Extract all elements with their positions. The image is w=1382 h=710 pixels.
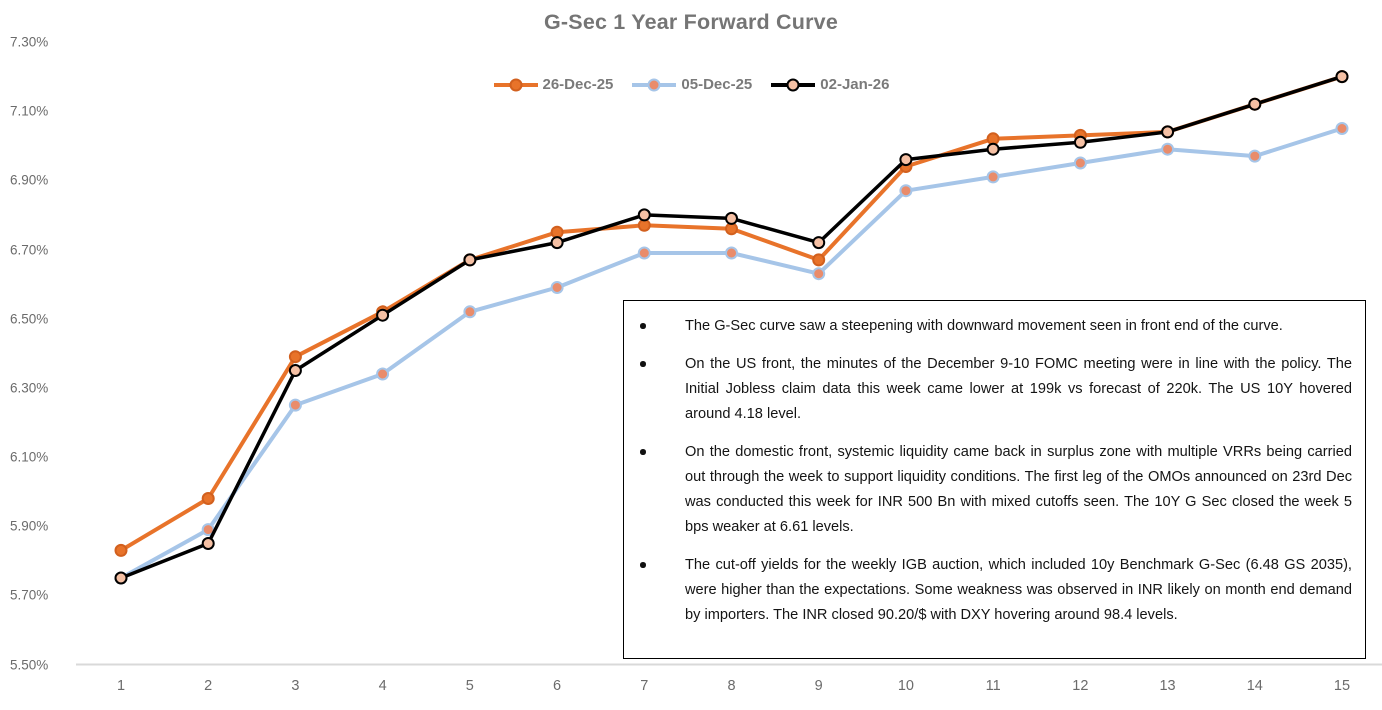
data-point-marker xyxy=(1161,142,1175,156)
data-point-marker xyxy=(725,222,738,236)
data-point-marker xyxy=(550,236,564,250)
data-point-marker xyxy=(812,236,826,250)
note-text: The cut-off yields for the weekly IGB au… xyxy=(685,557,1352,623)
data-point-marker xyxy=(986,170,1000,184)
y-tick-label: 6.90% xyxy=(10,172,49,188)
data-point-marker xyxy=(725,246,738,260)
data-point-marker xyxy=(1161,125,1175,139)
legend-item-05-Dec-25: 05-Dec-25 xyxy=(631,76,752,93)
data-point-marker xyxy=(1335,70,1349,84)
legend-label: 02-Jan-26 xyxy=(820,76,890,93)
note-text: On the domestic front, systemic liquidit… xyxy=(685,444,1352,535)
data-point-marker xyxy=(114,543,128,557)
data-point-marker xyxy=(637,246,651,260)
data-point-marker xyxy=(114,571,128,585)
note-bullet-row: On the US front, the minutes of the Dece… xyxy=(638,352,1352,427)
y-tick-label: 7.30% xyxy=(10,34,49,50)
y-tick-label: 6.50% xyxy=(10,311,49,327)
data-point-marker xyxy=(725,211,738,225)
legend-item-02-Jan-26: 02-Jan-26 xyxy=(770,76,890,93)
data-point-marker xyxy=(288,398,302,412)
y-tick-label: 6.70% xyxy=(10,242,49,257)
legend-swatch-icon xyxy=(632,78,677,91)
data-point-marker xyxy=(550,281,564,294)
data-point-marker xyxy=(986,142,1000,156)
y-tick-label: 5.70% xyxy=(10,587,49,603)
data-point-marker xyxy=(812,267,826,281)
data-point-marker xyxy=(463,253,477,267)
y-tick-label: 6.10% xyxy=(10,449,49,465)
data-point-marker xyxy=(201,492,215,505)
y-tick-label: 7.10% xyxy=(10,103,49,119)
y-tick-label: 5.90% xyxy=(10,518,49,534)
chart-title: G-Sec 1 Year Forward Curve xyxy=(544,10,838,34)
note-bullet-row: On the domestic front, systemic liquidit… xyxy=(638,440,1352,540)
x-tick-label: 15 xyxy=(1333,678,1351,694)
x-tick-label: 3 xyxy=(291,678,300,694)
legend-swatch-icon xyxy=(771,78,816,91)
data-point-marker xyxy=(899,153,913,167)
x-tick-label: 7 xyxy=(640,678,649,694)
data-point-marker xyxy=(288,350,302,364)
data-point-marker xyxy=(376,308,390,322)
x-tick-label: 9 xyxy=(814,678,823,694)
note-text: The G-Sec curve saw a steepening with do… xyxy=(685,318,1283,334)
x-tick-label: 1 xyxy=(116,678,126,694)
data-point-marker xyxy=(288,364,302,377)
x-tick-label: 2 xyxy=(204,678,213,694)
data-point-marker xyxy=(637,208,651,222)
legend-label: 26-Dec-25 xyxy=(542,76,614,93)
note-bullet-row: The G-Sec curve saw a steepening with do… xyxy=(638,314,1352,339)
x-tick-label: 5 xyxy=(465,678,474,694)
data-point-marker xyxy=(1248,149,1262,163)
data-point-marker xyxy=(201,537,215,550)
x-tick-label: 12 xyxy=(1072,678,1089,694)
legend-swatch-icon xyxy=(493,78,538,91)
data-point-marker xyxy=(637,218,651,232)
data-point-marker xyxy=(463,305,477,319)
x-tick-label: 14 xyxy=(1246,678,1263,694)
notes-box: The G-Sec curve saw a steepening with do… xyxy=(623,300,1366,659)
x-tick-label: 6 xyxy=(553,678,562,694)
note-bullet-row: The cut-off yields for the weekly IGB au… xyxy=(638,553,1352,628)
data-point-marker xyxy=(550,225,564,239)
x-tick-label: 10 xyxy=(897,678,914,694)
data-point-marker xyxy=(899,184,913,198)
data-point-marker xyxy=(1073,135,1087,149)
x-tick-label: 4 xyxy=(378,678,387,694)
data-point-marker xyxy=(1335,122,1349,135)
x-tick-label: 8 xyxy=(727,678,736,694)
data-point-marker xyxy=(812,253,826,267)
note-text: On the US front, the minutes of the Dece… xyxy=(685,356,1352,422)
data-point-marker xyxy=(1248,97,1262,111)
data-point-marker xyxy=(986,132,1000,146)
data-point-marker xyxy=(376,367,390,381)
legend-item-26-Dec-25: 26-Dec-25 xyxy=(493,76,614,93)
x-tick-label: 13 xyxy=(1159,678,1176,694)
legend-label: 05-Dec-25 xyxy=(681,76,753,93)
chart-legend: 26-Dec-25 05-Dec-25 02-Jan-26 xyxy=(0,76,1382,93)
y-tick-label: 5.50% xyxy=(10,657,49,672)
data-point-marker xyxy=(1073,156,1087,170)
y-tick-label: 6.30% xyxy=(10,380,49,396)
x-tick-label: 11 xyxy=(985,678,1001,694)
